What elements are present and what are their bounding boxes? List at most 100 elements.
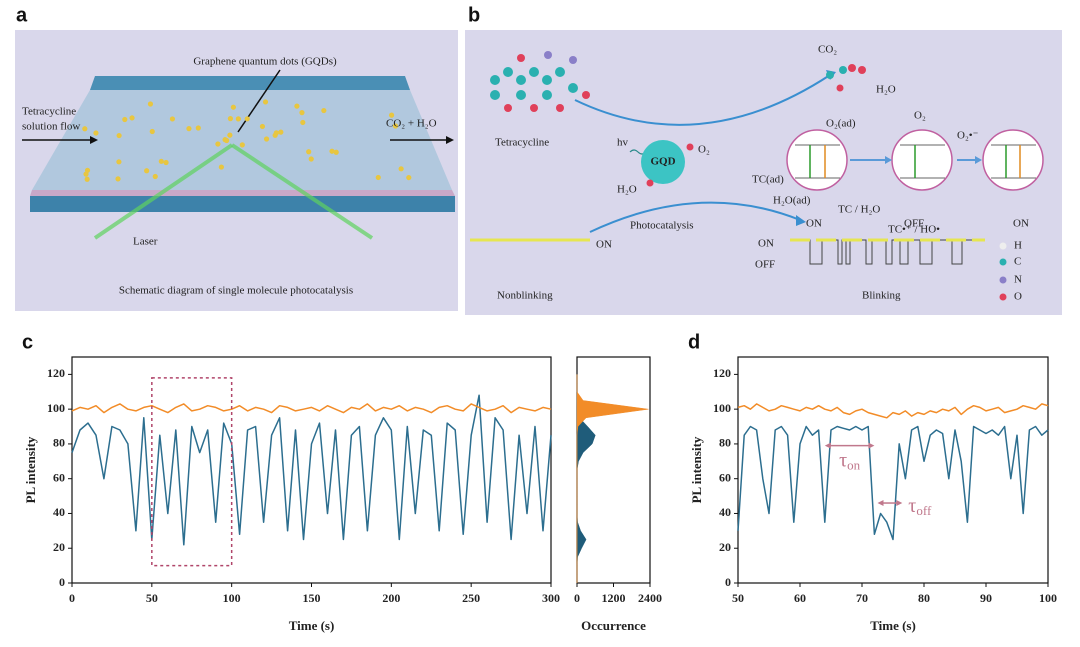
- legend-label: C: [1014, 256, 1021, 268]
- gqd-dot: [398, 166, 404, 172]
- gqd-dot: [329, 148, 335, 154]
- panel-letter: b: [468, 4, 480, 26]
- gqd-dot: [406, 174, 412, 181]
- gqd-dot: [299, 110, 305, 116]
- highlight-box: [151, 377, 233, 567]
- gqd-dot: [222, 137, 228, 143]
- label: Blinking: [862, 290, 901, 302]
- trace-label: ON: [758, 238, 774, 250]
- interval-label: τon: [839, 449, 861, 472]
- gqd-dot: [294, 103, 300, 109]
- x-tick-label: 80: [918, 591, 930, 605]
- gqd-dot: [93, 130, 99, 136]
- gqd-dot: [272, 132, 278, 138]
- caption: Schematic diagram of single molecule pho…: [119, 285, 353, 297]
- laser-label: Laser: [133, 236, 158, 248]
- product-label: CO₂ + H₂O: [386, 118, 437, 130]
- x-tick-label: 0: [69, 591, 75, 605]
- symbol: τ: [839, 449, 847, 471]
- x-tick-label: 70: [856, 591, 868, 605]
- x-tick-label: 300: [542, 591, 560, 605]
- gqd-dot: [82, 126, 88, 132]
- x-tick-label: 100: [1039, 591, 1057, 605]
- gqd-dot: [163, 159, 169, 166]
- subscript: off: [916, 503, 932, 518]
- gqd-dot: [144, 168, 150, 174]
- gqd-dot: [227, 116, 233, 122]
- y-axis-label: PL intensity: [23, 436, 38, 503]
- flow-label: Tetracycline: [22, 106, 76, 118]
- series-line: [737, 403, 1049, 419]
- panel-b-background: [465, 30, 1062, 315]
- gqd-dot: [235, 116, 241, 122]
- plot-frame: [737, 356, 1049, 584]
- schematic: [470, 51, 1044, 301]
- label: Nonblinking: [497, 290, 553, 302]
- gqd-dot: [392, 123, 399, 129]
- gqd-dot: [321, 107, 327, 114]
- label: TC(ad): [752, 174, 784, 186]
- gqd-dot: [230, 104, 236, 110]
- plot-frame: [576, 356, 651, 584]
- label: TC / H₂O: [838, 204, 880, 216]
- y-tick-label: 20: [719, 540, 731, 554]
- series-line: [71, 394, 552, 546]
- gqd-dot: [300, 119, 306, 126]
- y-tick-label: 20: [53, 540, 65, 554]
- x-tick-label: 60: [794, 591, 806, 605]
- state-label: ON: [1013, 218, 1029, 230]
- channel: [22, 69, 455, 240]
- label: O₂: [914, 110, 926, 122]
- x-tick-label: 2400: [638, 591, 662, 605]
- y-tick-label: 80: [53, 436, 65, 450]
- gqd-dot: [83, 171, 89, 177]
- gqd-dot: [115, 176, 121, 182]
- gqd-dot: [152, 173, 158, 180]
- label: hv: [617, 137, 629, 149]
- y-tick-label: 0: [59, 575, 65, 589]
- series-line: [71, 403, 552, 414]
- gqd-dot: [218, 164, 224, 170]
- label: H₂O: [617, 184, 637, 196]
- gqd-dot: [195, 125, 201, 131]
- x-tick-label: 90: [980, 591, 992, 605]
- gqd-dot: [116, 132, 122, 139]
- x-tick-label: 1200: [602, 591, 626, 605]
- y-tick-label: 120: [47, 366, 65, 380]
- label: Tetracycline: [495, 137, 549, 149]
- distribution-area: [576, 374, 649, 583]
- gqd-dot: [116, 159, 122, 165]
- state-label: ON: [806, 218, 822, 230]
- gqd-dot: [227, 132, 233, 138]
- flow-label: solution flow: [22, 121, 80, 133]
- gqd-dot: [186, 125, 192, 132]
- gqd-dot: [375, 174, 381, 181]
- x-axis-label: Occurrence: [581, 618, 646, 633]
- label: GQD: [650, 156, 675, 168]
- x-tick-label: 150: [303, 591, 321, 605]
- gqd-dot: [215, 141, 221, 147]
- gqd-dot: [122, 116, 128, 123]
- gqd-label: Graphene quantum dots (GQDs): [193, 56, 337, 68]
- panel-letter: c: [22, 331, 33, 353]
- state-label: ON: [596, 239, 612, 251]
- gqd-dot: [169, 116, 176, 122]
- gqd-dot: [149, 128, 155, 135]
- x-tick-label: 250: [462, 591, 480, 605]
- label: Photocatalysis: [630, 220, 694, 232]
- gqd-dot: [333, 149, 339, 155]
- gqd-dot: [147, 101, 154, 107]
- y-tick-label: 60: [53, 470, 65, 484]
- x-tick-label: 200: [382, 591, 400, 605]
- y-tick-label: 60: [719, 470, 731, 484]
- label: TC•⁺ / HO•: [888, 224, 940, 236]
- arrow-head: [877, 500, 884, 507]
- y-tick-label: 80: [719, 436, 731, 450]
- gqd-dot: [259, 123, 266, 130]
- y-tick-label: 40: [53, 505, 65, 519]
- label: O₂(ad): [826, 118, 856, 130]
- gqd-dot: [262, 99, 269, 105]
- subscript: on: [847, 458, 861, 473]
- label: O₂•⁻: [957, 130, 979, 142]
